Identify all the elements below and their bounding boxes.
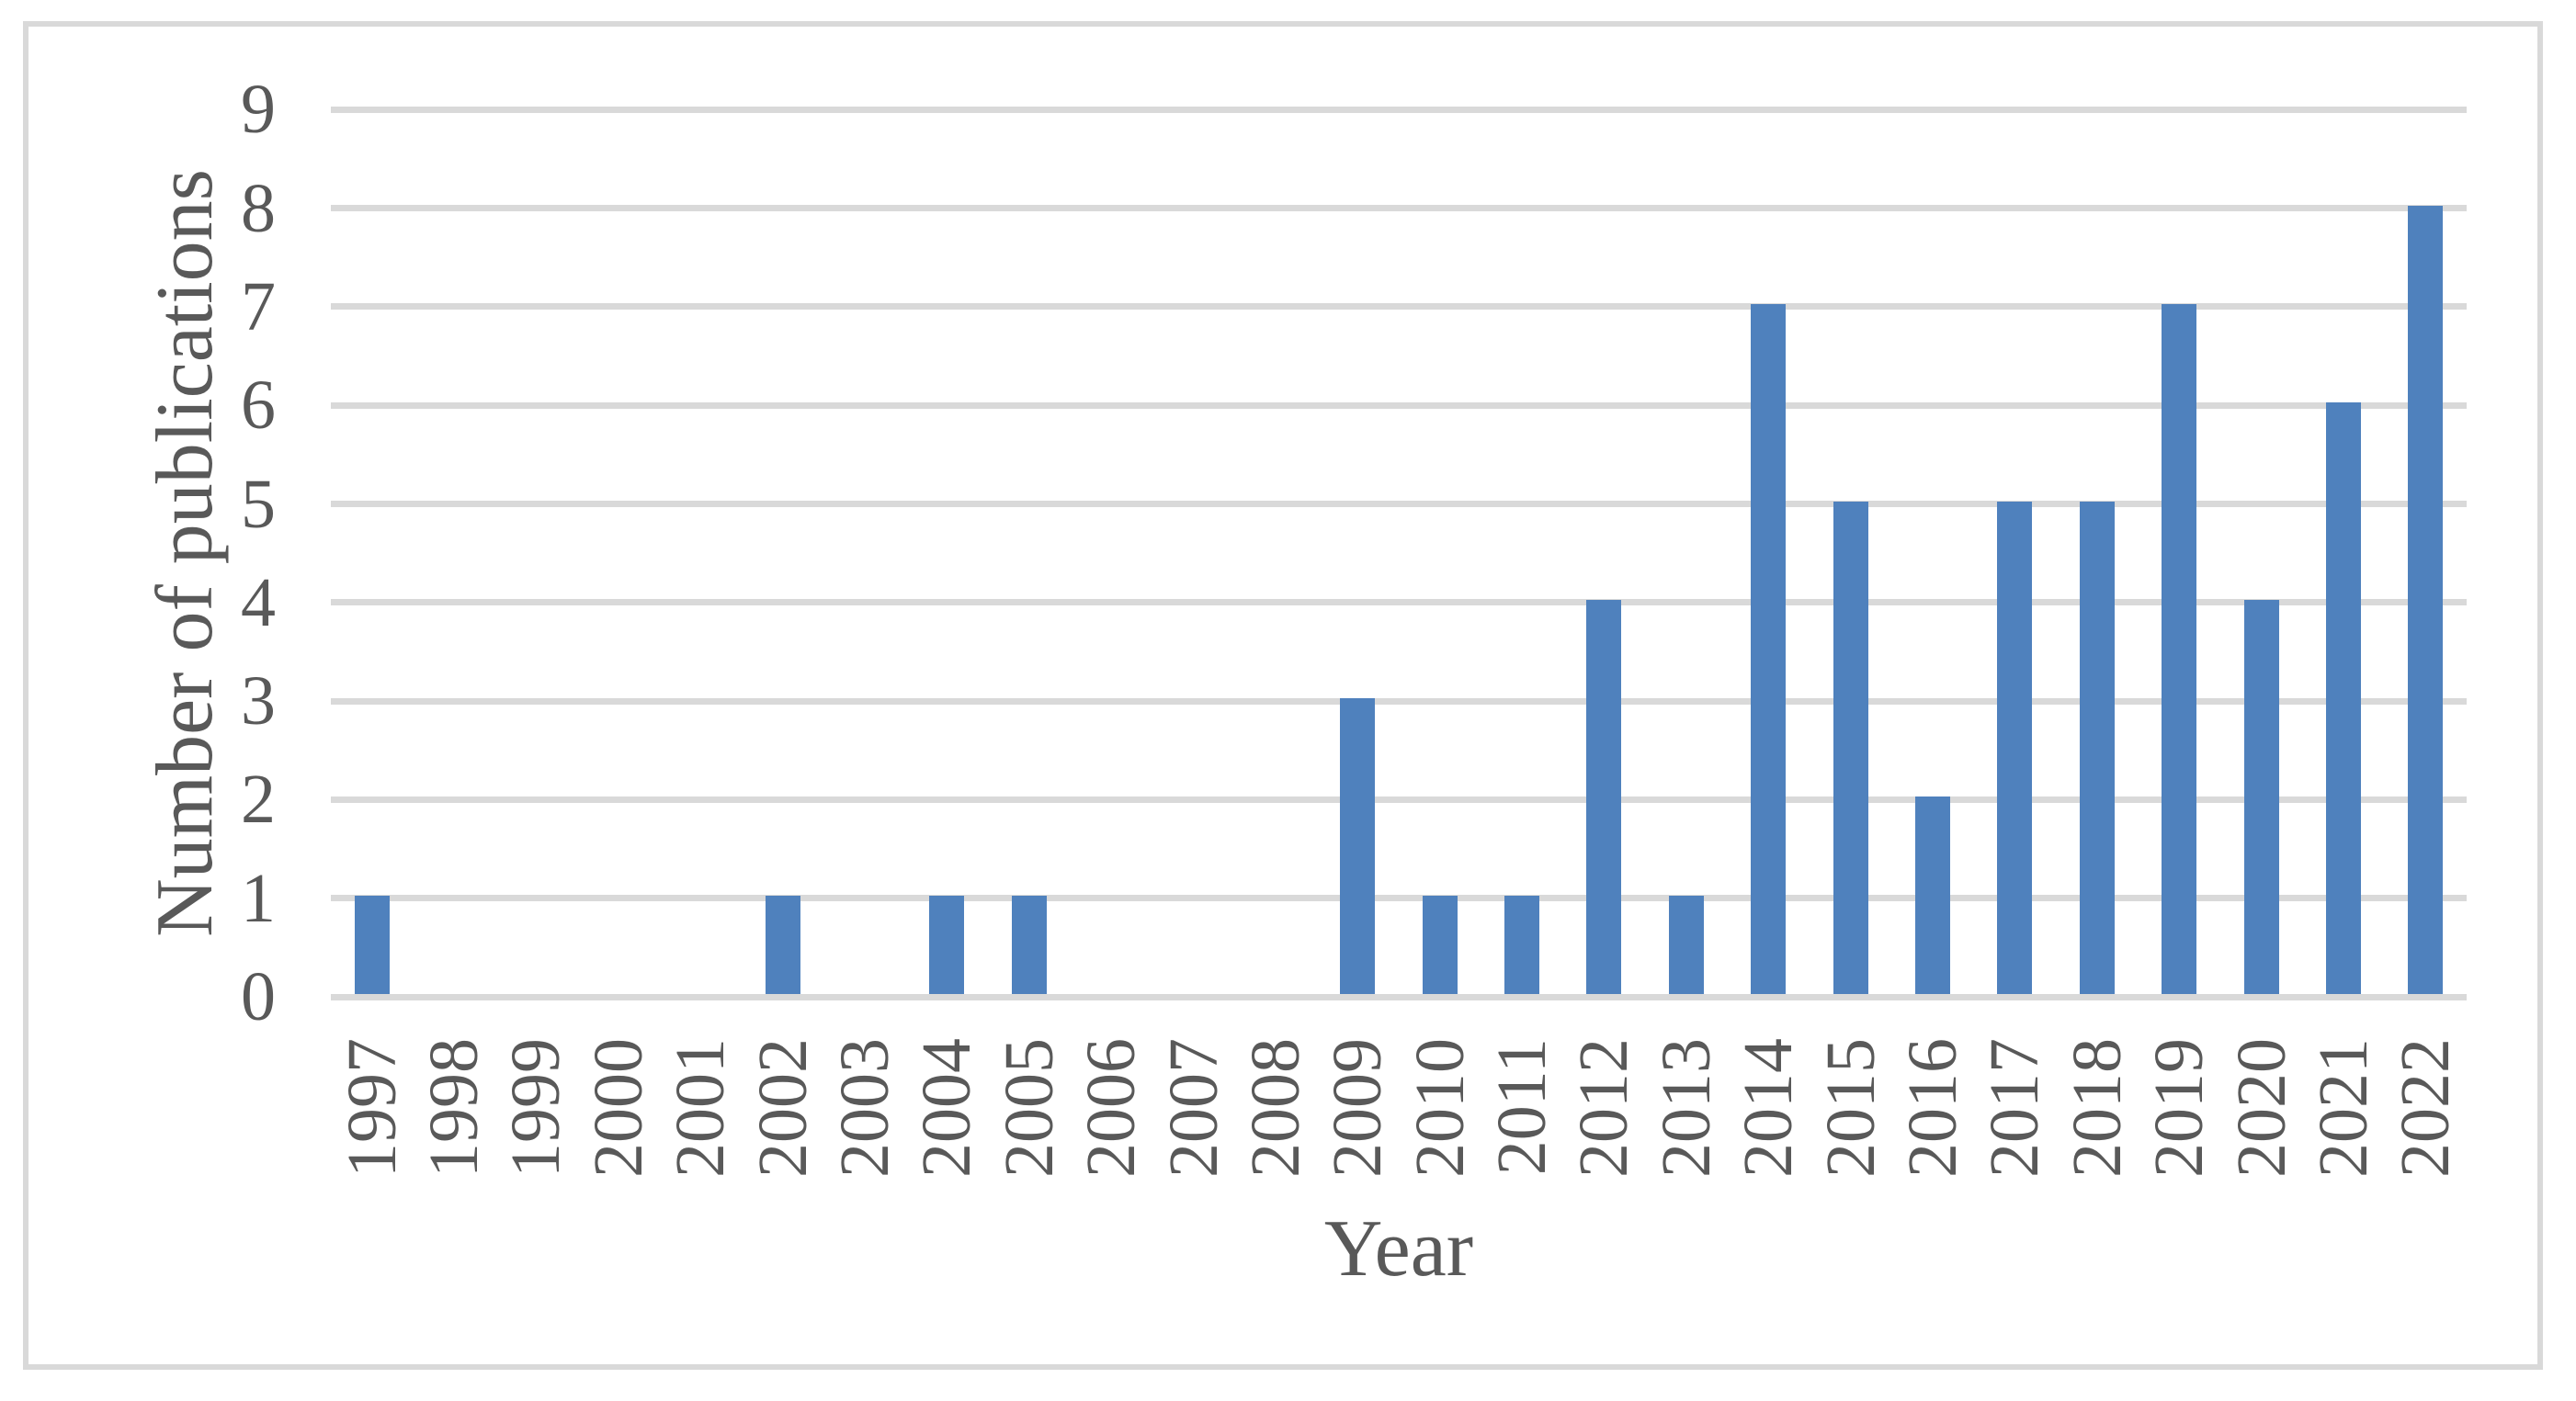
gridline-y4 bbox=[331, 599, 2467, 606]
bar-2021 bbox=[2325, 402, 2361, 994]
x-tick-label-2011: 2011 bbox=[1483, 1038, 1561, 1176]
x-tick-label-1999: 1999 bbox=[497, 1038, 575, 1178]
bar-2010 bbox=[1422, 895, 1458, 994]
bar-2011 bbox=[1504, 895, 1540, 994]
x-tick-label-2022: 2022 bbox=[2387, 1038, 2465, 1178]
bar-2017 bbox=[1997, 501, 2033, 994]
x-tick-label-2012: 2012 bbox=[1565, 1038, 1643, 1178]
gridline-y8 bbox=[331, 205, 2467, 212]
x-tick-label-2006: 2006 bbox=[1072, 1038, 1151, 1178]
bar-2016 bbox=[1915, 797, 1950, 994]
bar-2002 bbox=[765, 895, 800, 994]
x-tick-label-2017: 2017 bbox=[1976, 1038, 2054, 1178]
gridline-y3 bbox=[331, 697, 2467, 705]
bar-2009 bbox=[1340, 698, 1376, 994]
x-tick-label-2001: 2001 bbox=[662, 1038, 740, 1178]
y-tick-label-9: 9 bbox=[241, 71, 276, 149]
x-tick-label-2010: 2010 bbox=[1401, 1038, 1479, 1178]
bar-1997 bbox=[354, 895, 390, 994]
y-tick-label-7: 7 bbox=[241, 267, 276, 345]
x-tick-label-2014: 2014 bbox=[1730, 1038, 1808, 1178]
y-tick-label-6: 6 bbox=[241, 367, 276, 445]
x-tick-label-1998: 1998 bbox=[415, 1038, 494, 1178]
x-axis-title: Year bbox=[1323, 1204, 1474, 1294]
x-tick-label-2005: 2005 bbox=[990, 1038, 1068, 1178]
y-tick-label-0: 0 bbox=[241, 958, 276, 1035]
x-tick-label-2004: 2004 bbox=[908, 1038, 986, 1178]
x-tick-label-2009: 2009 bbox=[1319, 1038, 1397, 1178]
figure-border bbox=[23, 21, 2543, 1370]
y-tick-label-8: 8 bbox=[241, 169, 276, 247]
gridline-y0 bbox=[331, 993, 2467, 1000]
bar-2004 bbox=[929, 895, 965, 994]
y-tick-label-4: 4 bbox=[241, 563, 276, 641]
x-tick-label-2013: 2013 bbox=[1647, 1038, 1725, 1178]
x-tick-label-2015: 2015 bbox=[1811, 1038, 1889, 1178]
x-tick-label-2018: 2018 bbox=[2058, 1038, 2136, 1178]
bar-2018 bbox=[2079, 501, 2115, 994]
bar-2020 bbox=[2243, 599, 2279, 994]
gridline-y6 bbox=[331, 401, 2467, 409]
x-tick-label-2019: 2019 bbox=[2140, 1038, 2219, 1178]
plot-area bbox=[331, 106, 2467, 1000]
x-tick-label-2003: 2003 bbox=[826, 1038, 903, 1178]
bar-2013 bbox=[1668, 895, 1704, 994]
bar-2014 bbox=[1751, 303, 1787, 994]
bar-2022 bbox=[2408, 205, 2444, 994]
y-axis-title: Number of publications bbox=[141, 169, 230, 937]
bar-2015 bbox=[1833, 501, 1868, 994]
y-tick-label-2: 2 bbox=[241, 761, 276, 839]
gridline-y7 bbox=[331, 303, 2467, 311]
bar-2005 bbox=[1011, 895, 1047, 994]
x-tick-label-1997: 1997 bbox=[333, 1038, 411, 1178]
x-tick-label-2007: 2007 bbox=[1154, 1038, 1232, 1178]
y-tick-label-5: 5 bbox=[241, 465, 276, 543]
gridline-y1 bbox=[331, 895, 2467, 902]
x-tick-label-2016: 2016 bbox=[1894, 1038, 1971, 1178]
bar-2012 bbox=[1586, 599, 1622, 994]
x-tick-label-2000: 2000 bbox=[579, 1038, 657, 1178]
y-tick-label-1: 1 bbox=[241, 859, 276, 937]
x-tick-label-2021: 2021 bbox=[2304, 1038, 2382, 1178]
x-tick-label-2008: 2008 bbox=[1236, 1038, 1314, 1178]
bar-2019 bbox=[2162, 303, 2197, 994]
x-tick-label-2020: 2020 bbox=[2222, 1038, 2300, 1178]
gridline-y2 bbox=[331, 796, 2467, 803]
x-tick-label-2002: 2002 bbox=[743, 1038, 822, 1178]
y-tick-label-3: 3 bbox=[241, 662, 276, 740]
gridline-y5 bbox=[331, 501, 2467, 507]
gridline-y9 bbox=[331, 106, 2467, 113]
